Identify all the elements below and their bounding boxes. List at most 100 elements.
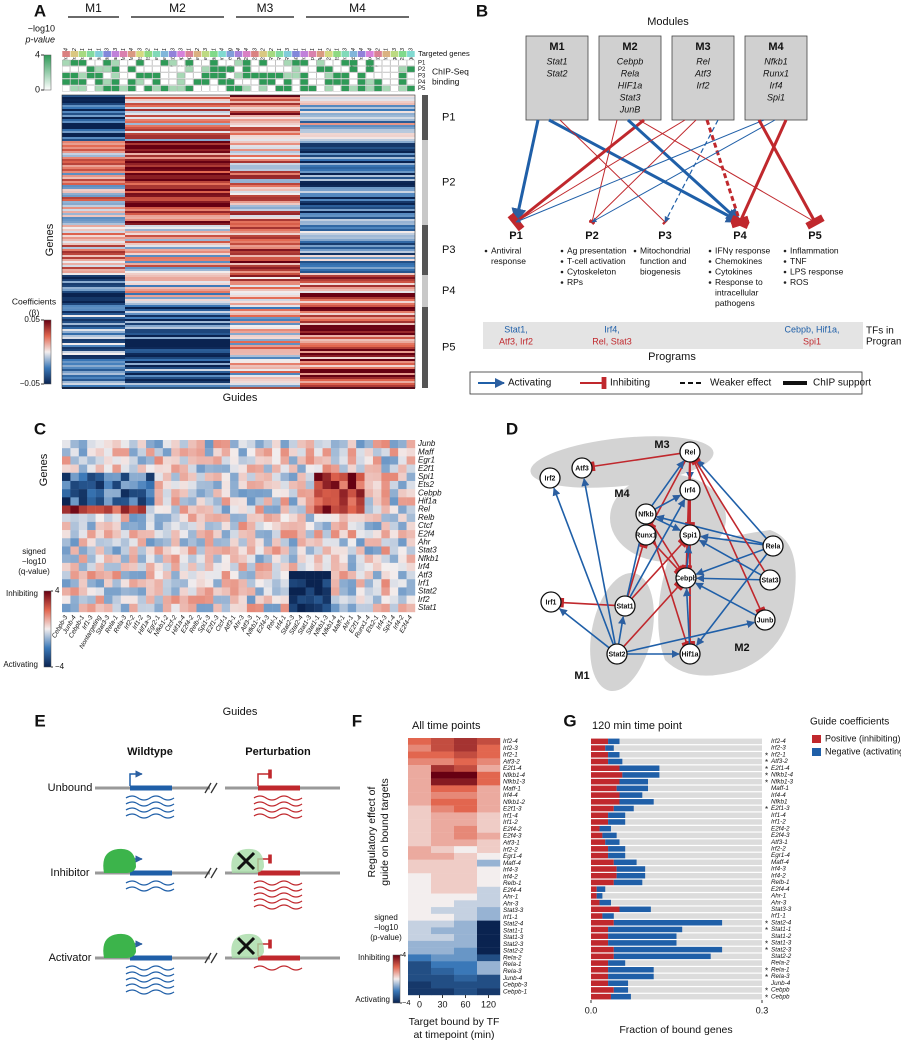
heatmap-texture (196, 440, 206, 449)
chip-cell (308, 72, 317, 79)
heatmap-texture (62, 197, 125, 199)
heatmap-texture (104, 456, 113, 465)
bar-background (591, 879, 762, 886)
heatmap-texture (78, 546, 88, 555)
heatmap-cell (431, 812, 455, 820)
bar-background (591, 758, 762, 765)
heatmap-texture (255, 562, 264, 572)
heatmap-texture (120, 472, 130, 482)
heatmap-texture (372, 513, 382, 523)
heatmap-texture (230, 335, 300, 337)
heatmap-texture (280, 546, 290, 555)
node-label: Irf2 (545, 475, 556, 482)
chip-cell (62, 66, 71, 73)
heatmap-texture (112, 456, 122, 465)
chip-cell (333, 85, 341, 92)
heatmap-texture (305, 448, 315, 457)
heatmap-texture (62, 361, 125, 363)
chip-cell (226, 66, 235, 73)
heatmap-texture (230, 464, 239, 473)
heatmap-cell (431, 819, 455, 827)
heatmap-texture (70, 456, 80, 465)
heatmap-cell (477, 893, 501, 901)
heatmap-texture (171, 554, 180, 564)
bar-background (591, 913, 762, 919)
heatmap-texture (230, 151, 300, 153)
promoter-arrow (257, 769, 272, 786)
heatmap-texture (213, 464, 222, 473)
heatmap-texture (125, 231, 230, 233)
heatmap-texture (230, 293, 300, 295)
heatmap-texture (230, 141, 300, 143)
chip-cell (292, 66, 300, 73)
heatmap-texture (221, 579, 231, 588)
heatmap-cell (454, 988, 478, 996)
heatmap-texture (125, 303, 230, 305)
heatmap-texture (230, 259, 300, 261)
heatmap-texture (62, 327, 125, 329)
heatmap-texture (322, 464, 332, 473)
heatmap-texture (104, 595, 113, 605)
heatmap-texture (300, 379, 415, 381)
heatmap-texture (230, 562, 239, 572)
heatmap-texture (87, 521, 96, 531)
bar (599, 825, 611, 832)
heatmap-texture (154, 521, 164, 531)
network-edge (654, 494, 682, 510)
heatmap-texture (230, 319, 300, 321)
chip-cell (177, 59, 185, 66)
heatmap-texture (62, 247, 125, 249)
heatmap-texture (322, 440, 332, 449)
heatmap-texture (125, 335, 230, 337)
bar (613, 987, 629, 993)
bar (596, 886, 606, 892)
heatmap-texture (297, 464, 306, 473)
inhibiting-label: Inhibiting (6, 589, 38, 598)
heatmap-texture (62, 159, 125, 161)
heatmap-texture (78, 595, 88, 605)
heatmap-texture (125, 191, 230, 193)
heatmap-texture (162, 562, 172, 572)
heatmap-texture (125, 105, 230, 107)
gene-label: Junb (417, 439, 436, 448)
gene-label: Irf1 (418, 578, 430, 587)
heatmap-texture (112, 480, 122, 490)
knockout-x (236, 851, 256, 871)
bar (608, 926, 683, 933)
heatmap-texture (62, 369, 125, 371)
heatmap-texture (125, 249, 230, 251)
heatmap-texture (171, 497, 180, 506)
heatmap-texture (280, 530, 290, 539)
heatmap-texture (300, 161, 415, 163)
colorbar-tick-label: 4 (402, 950, 406, 959)
heatmap-texture (300, 99, 415, 101)
chip-cell (292, 79, 300, 85)
heatmap-texture (87, 448, 96, 457)
heatmap-texture (381, 562, 390, 572)
heatmap-texture (70, 480, 80, 490)
heatmap-cell (477, 738, 501, 745)
heatmap-texture (87, 587, 96, 596)
row-label: Relb-1 (503, 880, 522, 887)
heatmap-texture (230, 363, 300, 365)
heatmap-texture (272, 456, 281, 465)
row-label: Stat1-3 (503, 934, 524, 941)
heatmap-texture (300, 371, 415, 373)
heatmap-texture (305, 579, 315, 588)
chip-cell (349, 66, 358, 73)
network-node (540, 591, 562, 613)
heatmap-texture (246, 480, 256, 490)
network-edge (552, 487, 615, 645)
network-node (679, 524, 701, 546)
heatmap-texture (372, 440, 382, 449)
heatmap-texture (300, 217, 415, 219)
heatmap-texture (230, 313, 300, 315)
module-program-edge (591, 119, 776, 223)
chip-cell (152, 59, 161, 66)
heatmap-texture (288, 562, 298, 572)
heatmap-texture (154, 440, 164, 449)
heatmap-texture (70, 448, 80, 457)
heatmap-texture (221, 595, 231, 605)
heatmap-texture (95, 513, 105, 523)
heatmap-texture (272, 448, 281, 457)
